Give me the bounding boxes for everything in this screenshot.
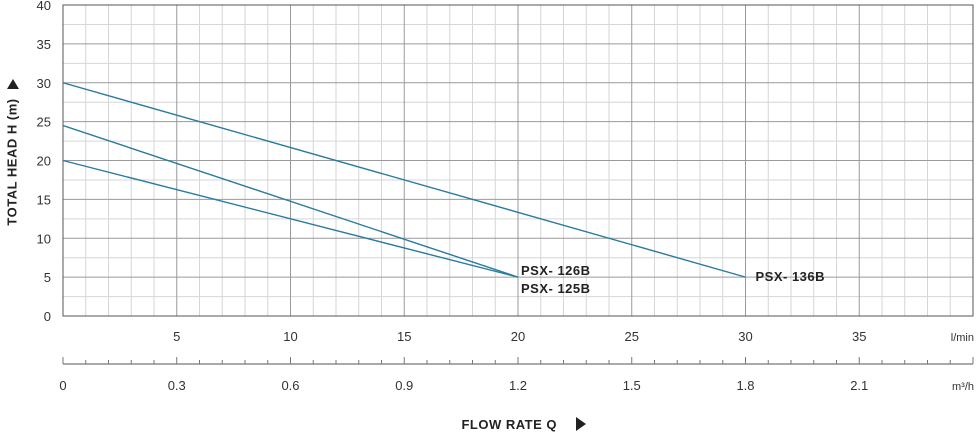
series-line: [62, 82, 746, 278]
secondary-x-axis-unit: m³/h: [952, 381, 974, 393]
series-label: PSX- 125B: [521, 281, 591, 296]
y-tick-label: 40: [37, 0, 51, 13]
series-lines: [62, 82, 746, 278]
x-tick-label: 20: [511, 329, 525, 344]
series-line: [62, 124, 519, 278]
series-labels: PSX- 126B PSX- 125B PSX- 136B: [521, 263, 825, 296]
y-axis-title-group: TOTAL HEAD H (m): [4, 79, 19, 226]
y-tick-label: 15: [37, 192, 51, 207]
y-tick-label: 30: [37, 76, 51, 91]
x-axis-title: FLOW RATE Q: [461, 417, 557, 432]
x-axis-arrow-icon: [576, 417, 586, 431]
x-tick-label: 25: [625, 329, 639, 344]
x2-tick-label: 2.1: [850, 378, 868, 393]
x-tick-label: 10: [283, 329, 297, 344]
y-tick-label: 20: [37, 154, 51, 169]
y-tick-label: 10: [37, 231, 51, 246]
x2-tick-label: 0.9: [395, 378, 413, 393]
series-line: [62, 159, 519, 278]
x2-tick-label: 0: [59, 378, 66, 393]
y-tick-label: 5: [44, 270, 51, 285]
x2-tick-label: 1.2: [509, 378, 527, 393]
x-tick-label: 5: [173, 329, 180, 344]
x-axis-ticks: 5 10 15 20 25 30 35: [173, 329, 866, 344]
y-tick-label: 35: [37, 37, 51, 52]
x2-tick-label: 0.6: [281, 378, 299, 393]
x2-tick-label: 0.3: [168, 378, 186, 393]
x-tick-label: 30: [738, 329, 752, 344]
series-label: PSX- 136B: [756, 269, 826, 284]
x-tick-label: 35: [852, 329, 866, 344]
x-axis-unit: l/min: [951, 332, 974, 344]
x2-tick-label: 1.5: [623, 378, 641, 393]
series-label: PSX- 126B: [521, 263, 591, 278]
y-axis-ticks: 0 5 10 15 20 25 30 35 40: [37, 0, 51, 324]
x2-tick-label: 1.8: [736, 378, 754, 393]
y-axis-title: TOTAL HEAD H (m): [4, 98, 19, 225]
secondary-x-axis-ticks: 0 0.3 0.6 0.9 1.2 1.5 1.8 2.1: [59, 357, 974, 393]
y-axis-arrow-icon: [7, 79, 19, 89]
y-tick-label: 0: [44, 309, 51, 324]
x-tick-label: 15: [397, 329, 411, 344]
x-axis-title-group: FLOW RATE Q: [461, 417, 586, 432]
y-tick-label: 25: [37, 115, 51, 130]
